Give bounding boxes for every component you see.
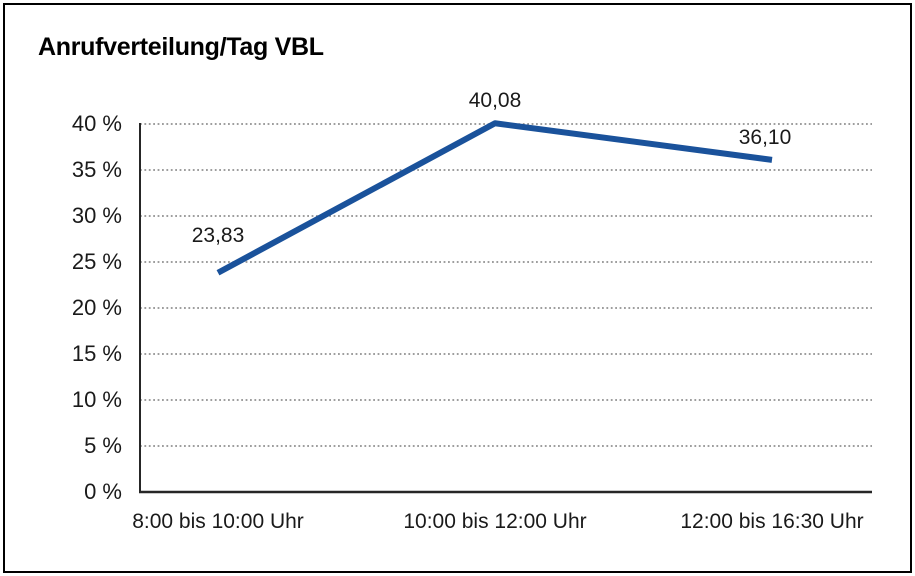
x-axis-category-label: 8:00 bis 10:00 Uhr [132, 510, 304, 533]
data-line [216, 120, 773, 276]
data-point-label: 36,10 [738, 125, 792, 149]
chart-frame [3, 3, 912, 573]
y-axis-tick-label: 5 % [84, 433, 122, 458]
chart-title: Anrufverteilung/Tag VBL [38, 33, 324, 61]
x-axis-category-label: 12:00 bis 16:30 Uhr [680, 510, 864, 533]
y-axis-tick-label: 0 % [84, 479, 122, 504]
x-axis-category-label: 10:00 bis 12:00 Uhr [403, 510, 587, 533]
data-point-label: 40,08 [468, 89, 522, 113]
y-axis-tick-label: 10 % [71, 387, 122, 412]
y-axis-tick-label: 35 % [71, 157, 122, 182]
y-axis-tick-label: 30 % [71, 203, 122, 228]
y-axis-tick-label: 25 % [71, 249, 122, 274]
y-axis-tick-label: 15 % [71, 341, 122, 366]
data-point-label: 23,83 [191, 223, 245, 247]
y-axis-tick-label: 20 % [71, 295, 122, 320]
y-axis-tick-label: 40 % [71, 111, 122, 136]
